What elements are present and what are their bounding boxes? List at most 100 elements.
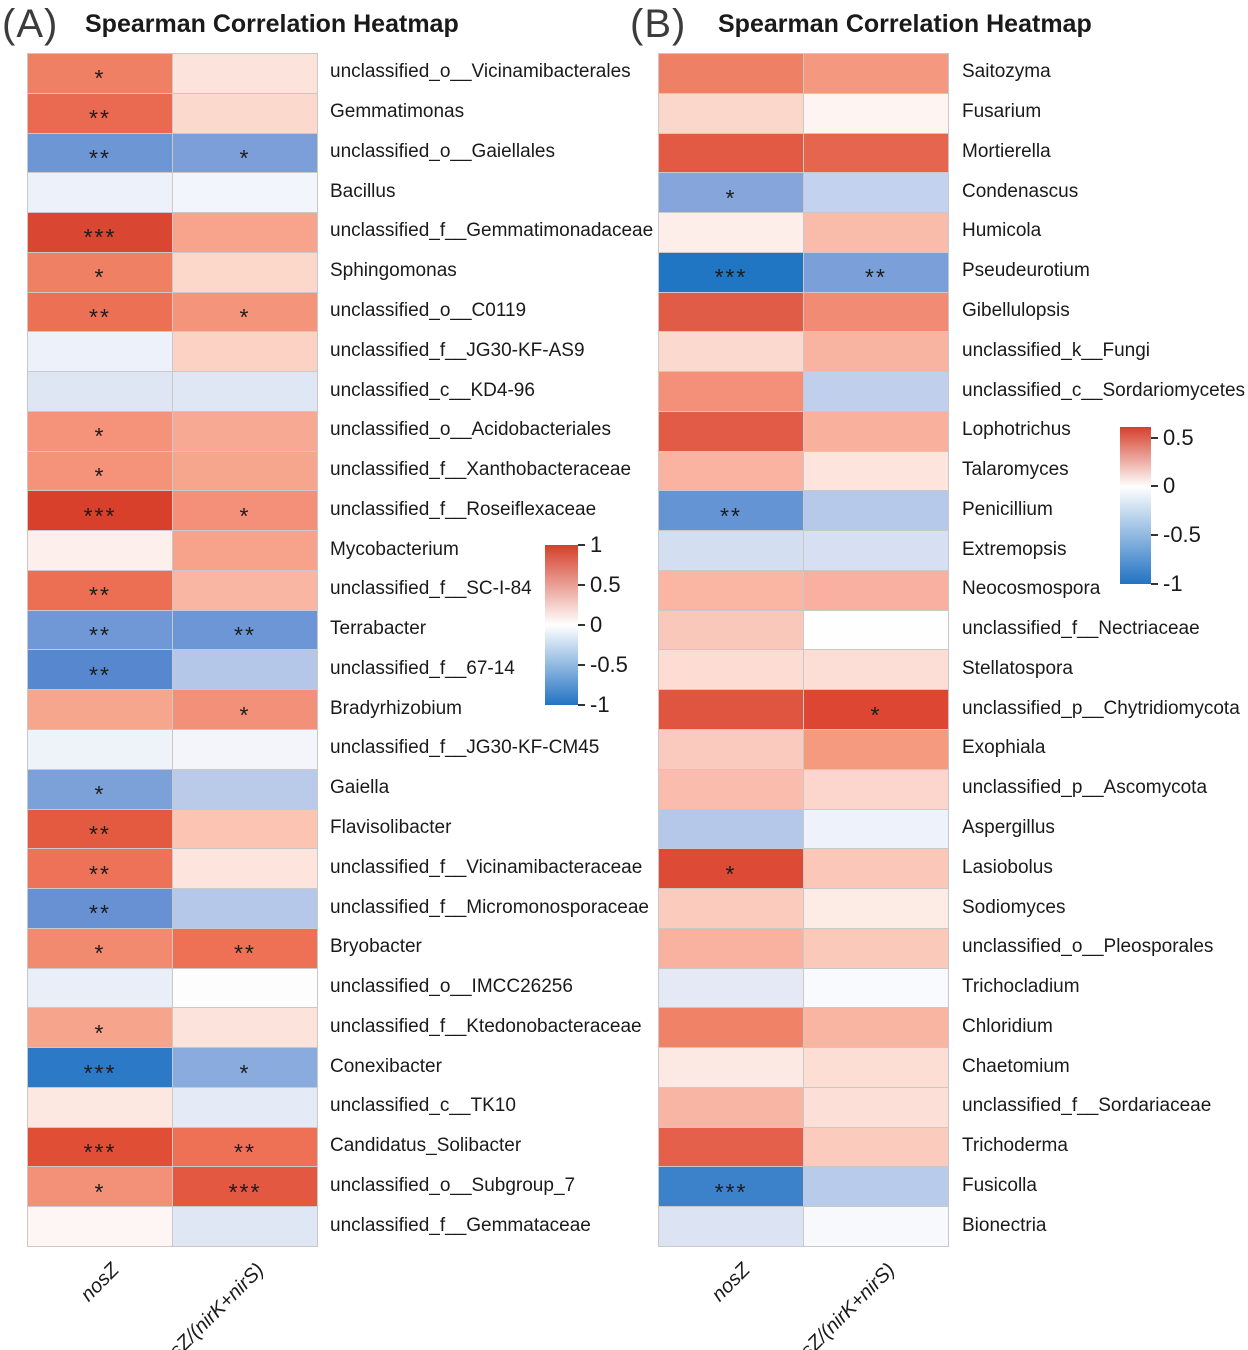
heatmap-cell	[173, 411, 317, 451]
row-label: Candidatus_Solibacter	[330, 1135, 522, 1157]
heatmap-cell	[659, 928, 803, 968]
heatmap-cell: **	[28, 93, 172, 133]
row-label: unclassified_k__Fungi	[962, 339, 1151, 361]
heatmap-cell	[173, 889, 317, 928]
heatmap-cell	[804, 451, 948, 491]
row-label: unclassified_f__JG30-KF-AS9	[330, 339, 585, 361]
heatmap-cell: **	[28, 849, 172, 889]
heatmap-cell: *	[28, 451, 172, 491]
heatmap-cell	[659, 1207, 803, 1246]
heatmap-cell	[659, 769, 803, 809]
heatmap-cell	[804, 491, 948, 531]
row-label: Condenascus	[962, 180, 1079, 202]
row-label: unclassified_c__Sordariomycetes	[962, 379, 1246, 401]
colorbar-tick-label: -1	[1163, 571, 1183, 596]
heatmap-cell	[659, 809, 803, 849]
heatmap-cell: **	[173, 1127, 317, 1167]
heatmap-cell	[804, 809, 948, 849]
heatmap-cell	[804, 332, 948, 372]
heatmap-cell	[28, 968, 172, 1008]
row-label: Exophiala	[962, 737, 1046, 759]
heatmap-cell	[804, 1167, 948, 1207]
heatmap-cell	[659, 1127, 803, 1167]
row-label: Aspergillus	[962, 817, 1055, 838]
row-label: unclassified_o__C0119	[330, 300, 527, 321]
heatmap-cell: *	[804, 690, 948, 730]
row-label: Fusarium	[962, 101, 1042, 123]
heatmap-cell	[804, 411, 948, 451]
heatmap-cell	[804, 928, 948, 968]
colorbar-tick-label: -1	[590, 692, 610, 717]
heatmap-cell	[173, 730, 317, 769]
heatmap-cell: **	[28, 570, 172, 610]
heatmap-cell	[28, 372, 172, 411]
heatmap-cell: *	[659, 173, 803, 213]
heatmap-grid: * *** ** ** * * ***	[658, 53, 949, 1247]
heatmap-cell	[659, 690, 803, 730]
heatmap-cell	[173, 173, 317, 213]
heatmap-cell	[659, 1008, 803, 1048]
heatmap-cell: ***	[28, 491, 172, 531]
heatmap-cell	[804, 849, 948, 889]
colorbar-tick	[1151, 583, 1158, 585]
heatmap-cell	[659, 889, 803, 928]
row-label: unclassified_o__Subgroup_7	[330, 1174, 576, 1196]
heatmap-cell	[173, 332, 317, 372]
row-label: Sodiomyces	[962, 896, 1066, 918]
row-label: Lophotrichus	[962, 419, 1071, 441]
row-label: unclassified_f__Roseiflexaceae	[330, 498, 597, 520]
heatmap-cell: **	[28, 292, 172, 332]
heatmap-cell: **	[28, 809, 172, 849]
heatmap-cell	[173, 54, 317, 93]
heatmap-cell	[659, 213, 803, 252]
heatmap-cell: *	[28, 928, 172, 968]
row-label: unclassified_f__67-14	[330, 657, 515, 679]
heatmap-cell: **	[28, 889, 172, 928]
row-label: Penicillium	[962, 498, 1053, 520]
heatmap-cell	[804, 769, 948, 809]
row-label: Lasiobolus	[962, 856, 1053, 878]
heatmap-cell: *	[28, 252, 172, 292]
colorbar-tick-label: 1	[590, 532, 603, 557]
colorbar-tick-label: 0	[590, 612, 603, 637]
row-label: Flavisolibacter	[330, 817, 452, 838]
heatmap-cell	[173, 372, 317, 411]
heatmap-cell	[804, 650, 948, 690]
heatmap-cell: **	[659, 491, 803, 531]
heatmap-cell	[173, 451, 317, 491]
row-label: Pseudeurotium	[962, 260, 1090, 282]
colorbar-tick	[1151, 485, 1158, 488]
heatmap-cell	[659, 610, 803, 650]
row-label: unclassified_f__Gemmataceae	[330, 1214, 591, 1236]
heatmap-cell: *	[659, 849, 803, 889]
heatmap-cell	[659, 292, 803, 332]
heatmap-cell: *	[173, 1048, 317, 1087]
heatmap-cell	[804, 213, 948, 252]
row-label: unclassified_f__SC-I-84	[330, 578, 532, 600]
heatmap-cell: *	[28, 54, 172, 93]
row-label: unclassified_f__JG30-KF-CM45	[330, 737, 600, 759]
colorbar	[1120, 427, 1151, 584]
heatmap-cell	[173, 93, 317, 133]
colorbar-tick	[578, 584, 585, 586]
heatmap-cell: *	[173, 690, 317, 730]
colorbar-tick	[578, 704, 585, 706]
row-label: Bryobacter	[330, 936, 422, 958]
colorbar-tick	[1151, 534, 1158, 537]
heatmap-cell: *	[28, 1008, 172, 1048]
heatmap-cell	[659, 54, 803, 93]
heatmap-cell: **	[28, 133, 172, 173]
heatmap-cell: *	[28, 1167, 172, 1207]
heatmap-cell	[804, 1008, 948, 1048]
heatmap-cell	[659, 570, 803, 610]
heatmap-cell	[804, 292, 948, 332]
heatmap-cell: **	[28, 610, 172, 650]
row-label: Bacillus	[330, 180, 396, 202]
column-label: nosZ	[76, 1259, 124, 1307]
row-label: Mortierella	[962, 140, 1051, 162]
colorbar	[545, 545, 578, 705]
colorbar-tick	[578, 624, 585, 626]
heatmap-cell: *	[28, 411, 172, 451]
heatmap-cell	[804, 1048, 948, 1087]
